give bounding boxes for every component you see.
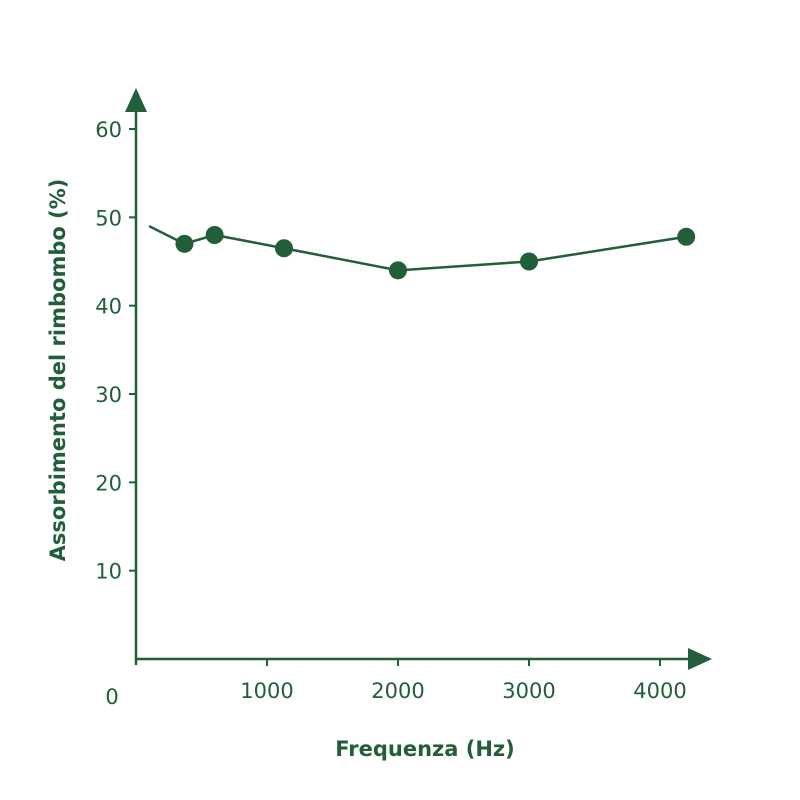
series-line — [148, 225, 687, 272]
x-tick-label: 1000 — [240, 679, 293, 703]
x-tick-label: 2000 — [371, 679, 424, 703]
x-axis-title: Frequenza (Hz) — [335, 737, 514, 761]
data-point — [175, 234, 194, 253]
y-tick-label: 10 — [95, 560, 122, 584]
data-point — [389, 261, 407, 280]
y-tick-label: 60 — [95, 118, 122, 142]
data-point — [677, 227, 696, 246]
y-axis-arrow — [125, 88, 147, 112]
data-point — [205, 226, 224, 244]
origin-label: 0 — [105, 685, 118, 709]
data-point — [275, 239, 294, 258]
data-point — [520, 252, 538, 271]
y-tick-label: 30 — [95, 383, 122, 407]
y-axis-title: Assorbimento del rimbombo (%) — [46, 179, 70, 562]
x-tick-label: 4000 — [633, 679, 686, 703]
y-tick-label: 20 — [95, 471, 122, 495]
x-tick-label: 3000 — [502, 679, 555, 703]
x-axis-arrow — [688, 648, 712, 670]
y-tick-label: 50 — [95, 206, 122, 230]
y-tick-label: 40 — [95, 295, 122, 319]
